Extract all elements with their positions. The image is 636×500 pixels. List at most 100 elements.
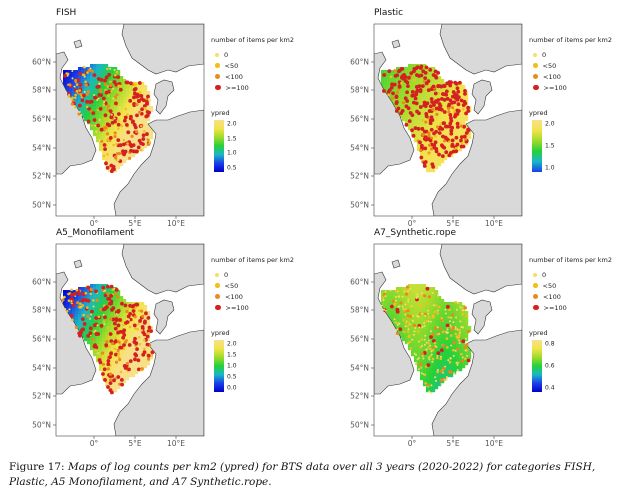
sample-point xyxy=(94,124,97,127)
sample-point xyxy=(466,105,471,110)
sample-point xyxy=(448,98,453,103)
sample-point xyxy=(459,320,462,323)
sample-point xyxy=(135,149,139,154)
legend-dot-icon xyxy=(533,74,538,79)
sample-point xyxy=(448,113,453,117)
sample-point xyxy=(424,334,427,337)
sample-point xyxy=(382,89,386,93)
sample-point xyxy=(117,353,120,356)
sample-point xyxy=(414,327,417,330)
sample-point xyxy=(394,299,397,302)
colorbar: ypred 2.0 1.5 1.0 0.5 xyxy=(211,109,316,179)
sample-point xyxy=(149,329,153,334)
sample-point xyxy=(148,141,152,144)
sample-point xyxy=(137,309,141,312)
sample-point xyxy=(111,306,116,311)
colorbar-tick-label: 1.5 xyxy=(227,135,237,143)
sample-point xyxy=(95,130,98,133)
sample-point xyxy=(407,298,410,301)
sample-point xyxy=(124,123,129,127)
lat-label: 60°N xyxy=(32,57,51,66)
sample-point xyxy=(455,316,458,319)
sample-point xyxy=(405,99,410,103)
sample-point xyxy=(140,329,143,332)
sample-point xyxy=(130,320,133,323)
sample-point xyxy=(436,354,439,357)
sample-point xyxy=(68,94,71,97)
sample-point xyxy=(109,301,113,306)
sample-point xyxy=(427,131,431,135)
sample-point xyxy=(87,106,91,111)
sample-point xyxy=(404,303,407,306)
lon-label: 0° xyxy=(408,439,417,446)
sample-point xyxy=(147,325,152,330)
sample-point xyxy=(426,302,430,306)
sample-point xyxy=(116,323,121,328)
sample-point xyxy=(435,356,439,360)
sample-point xyxy=(465,343,469,347)
sample-point xyxy=(450,334,453,337)
sample-point xyxy=(459,124,463,128)
sample-point xyxy=(422,100,427,105)
sample-point xyxy=(445,96,450,101)
sample-point xyxy=(412,333,415,336)
sample-point xyxy=(433,91,438,96)
sample-point xyxy=(424,81,429,86)
sample-point xyxy=(101,307,106,312)
sample-point xyxy=(442,139,447,143)
sample-point xyxy=(113,68,116,71)
sample-point xyxy=(432,143,437,148)
lon-label: 5°E xyxy=(128,219,142,226)
sample-point xyxy=(440,316,444,320)
sample-point xyxy=(108,332,113,336)
sample-point xyxy=(413,79,416,82)
sample-point xyxy=(445,378,448,381)
sample-point xyxy=(437,92,440,95)
sample-point xyxy=(430,353,433,356)
sample-point xyxy=(423,322,426,325)
sample-point xyxy=(87,68,91,73)
sample-point xyxy=(107,296,112,301)
sample-point xyxy=(406,309,410,313)
sample-point xyxy=(103,323,106,326)
sample-points xyxy=(62,65,152,174)
sample-point xyxy=(456,361,460,365)
sample-point xyxy=(445,376,448,379)
legend-item: 0 xyxy=(211,49,316,60)
sample-point xyxy=(133,357,137,362)
sample-point xyxy=(109,284,114,289)
sample-point xyxy=(454,81,459,86)
colorbar-gradient xyxy=(214,120,224,172)
sample-point xyxy=(410,305,413,308)
sample-point xyxy=(113,326,118,331)
sample-point xyxy=(420,292,423,295)
sample-point xyxy=(429,354,432,358)
sample-point xyxy=(415,65,420,70)
sample-point xyxy=(450,105,455,110)
sample-point xyxy=(442,110,447,114)
lat-label: 60°N xyxy=(32,277,51,286)
sample-point xyxy=(135,92,140,97)
colorbar: ypred 2.0 1.5 1.0 xyxy=(529,109,634,179)
sample-point xyxy=(96,84,101,89)
sample-point xyxy=(437,305,441,309)
sample-point xyxy=(441,330,445,334)
sample-point xyxy=(125,361,130,366)
sample-point xyxy=(448,121,453,126)
sample-point xyxy=(109,115,114,120)
legend-item: 0 xyxy=(529,269,634,280)
sample-point xyxy=(450,125,455,130)
sample-point xyxy=(405,90,409,95)
lat-label: 52°N xyxy=(350,171,369,180)
sample-point xyxy=(413,96,418,101)
sample-point xyxy=(453,372,456,375)
sample-point xyxy=(116,122,121,127)
colorbar-tick-label: 0.5 xyxy=(227,164,237,172)
sample-point xyxy=(416,330,420,333)
land-polygon xyxy=(153,299,175,335)
sample-point xyxy=(419,345,423,349)
sample-point xyxy=(431,292,434,295)
sample-point xyxy=(429,147,434,151)
sample-point xyxy=(431,348,435,352)
sample-point xyxy=(118,318,122,322)
